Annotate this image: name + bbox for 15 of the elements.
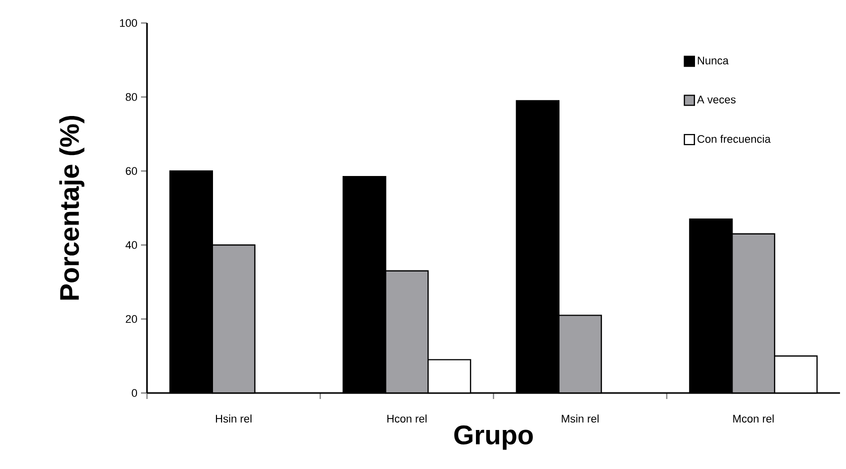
- x-tick-label: Hcon rel: [387, 414, 427, 423]
- legend-label: Nunca: [698, 56, 729, 64]
- y-tick-label: 20: [126, 315, 138, 323]
- y-tick-label: 100: [120, 19, 138, 27]
- x-tick-label: Mcon rel: [733, 414, 774, 423]
- y-axis-title: Porcentaje (%): [59, 116, 84, 300]
- x-axis-title: Grupo: [454, 425, 533, 450]
- y-tick-label: 40: [126, 241, 138, 249]
- y-tick-label: 0: [132, 389, 138, 397]
- y-tick-label: 80: [126, 93, 138, 101]
- x-tick-label: Msin rel: [562, 414, 599, 423]
- legend-label: A veces: [697, 96, 736, 104]
- legend-label: Con frecuencia: [698, 134, 771, 143]
- y-tick-label: 60: [126, 167, 138, 175]
- x-tick-label: Hsin rel: [216, 414, 252, 423]
